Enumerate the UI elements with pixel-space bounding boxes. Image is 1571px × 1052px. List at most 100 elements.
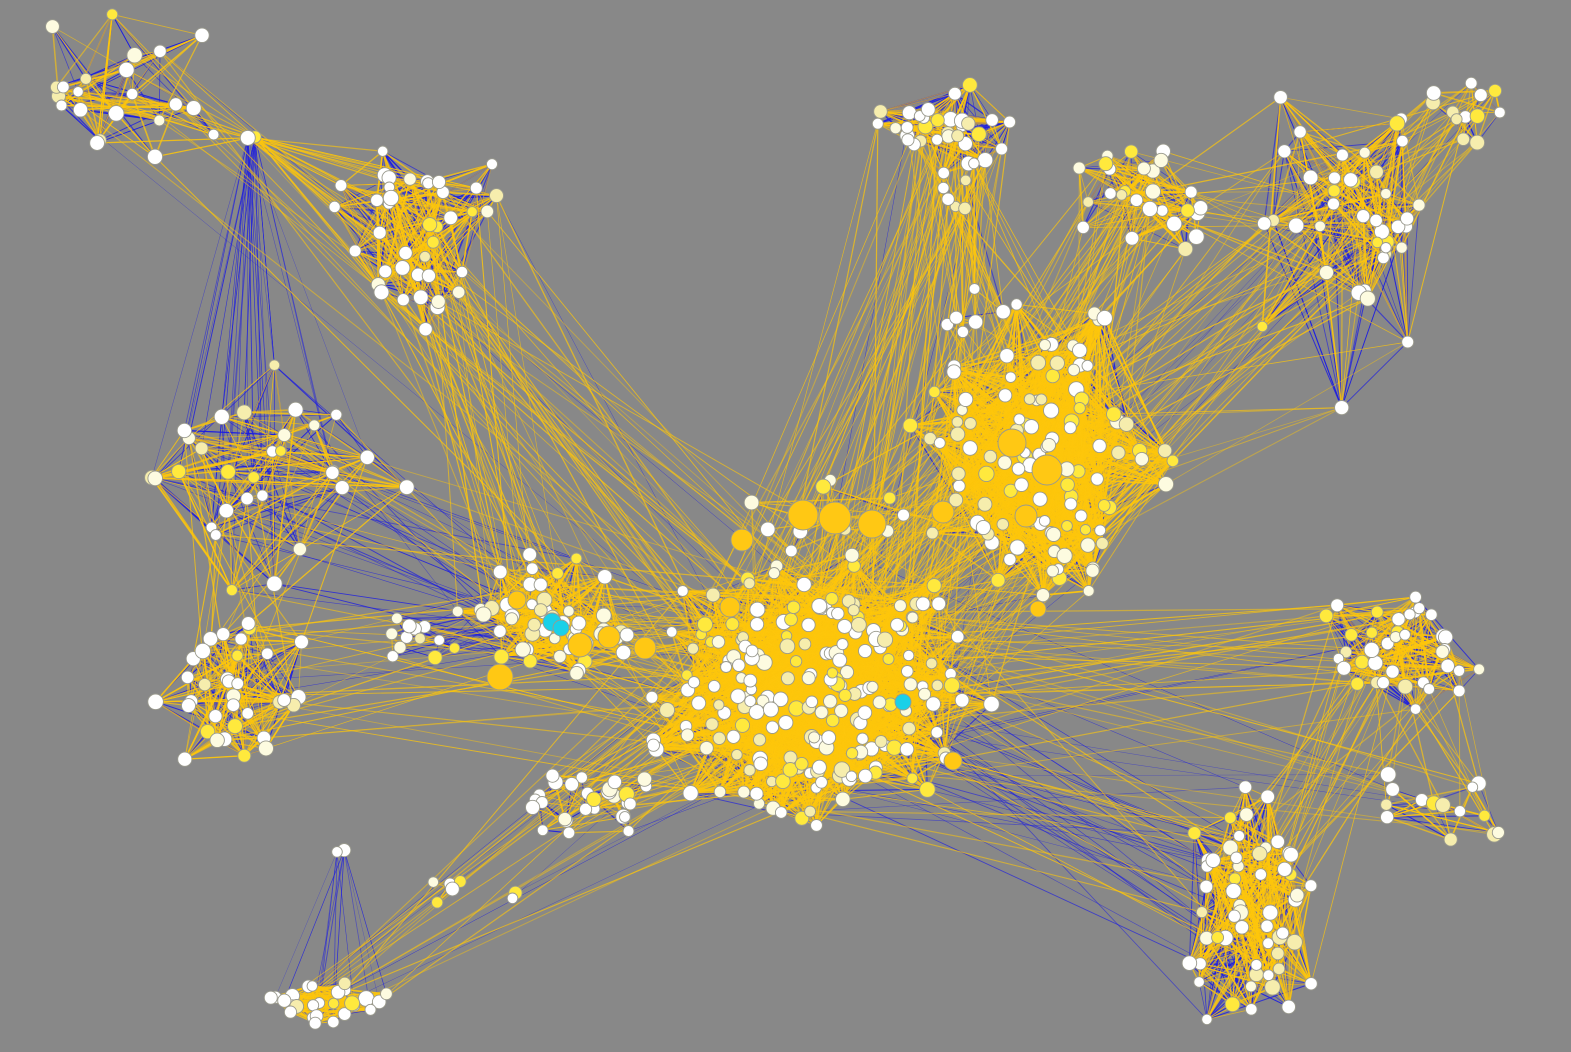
graph-node[interactable]: [258, 740, 274, 757]
graph-node[interactable]: [575, 771, 588, 784]
graph-node[interactable]: [177, 751, 193, 767]
graph-node[interactable]: [705, 587, 721, 603]
graph-node[interactable]: [705, 717, 719, 731]
graph-node[interactable]: [377, 145, 389, 157]
graph-node[interactable]: [1281, 999, 1296, 1015]
graph-node-gold-large[interactable]: [787, 499, 819, 531]
graph-node[interactable]: [1063, 421, 1077, 435]
graph-node[interactable]: [713, 699, 725, 711]
graph-node[interactable]: [1396, 134, 1409, 148]
graph-node[interactable]: [492, 564, 508, 580]
graph-node[interactable]: [826, 667, 839, 679]
graph-node[interactable]: [1193, 976, 1205, 988]
graph-node[interactable]: [266, 575, 283, 592]
graph-node[interactable]: [903, 677, 918, 692]
graph-node-gold-large[interactable]: [943, 751, 963, 771]
graph-node[interactable]: [1141, 200, 1158, 217]
graph-node[interactable]: [962, 77, 978, 93]
graph-node[interactable]: [801, 671, 816, 686]
graph-node[interactable]: [1344, 628, 1359, 642]
graph-node[interactable]: [1453, 664, 1466, 677]
graph-node[interactable]: [743, 764, 756, 777]
graph-node[interactable]: [1473, 88, 1488, 103]
graph-node-gold-large[interactable]: [997, 428, 1027, 458]
graph-node[interactable]: [185, 100, 202, 117]
graph-node[interactable]: [1395, 241, 1408, 254]
graph-node[interactable]: [118, 61, 135, 79]
graph-node[interactable]: [146, 148, 164, 165]
graph-node[interactable]: [933, 436, 946, 449]
graph-node[interactable]: [772, 691, 789, 708]
graph-node[interactable]: [1359, 290, 1376, 307]
graph-node[interactable]: [985, 113, 999, 127]
graph-node[interactable]: [1081, 359, 1094, 372]
graph-node[interactable]: [808, 731, 821, 744]
graph-node[interactable]: [412, 289, 429, 306]
graph-node[interactable]: [1260, 789, 1276, 805]
graph-node[interactable]: [334, 179, 348, 192]
graph-node[interactable]: [949, 310, 964, 325]
graph-node[interactable]: [762, 701, 779, 718]
graph-node[interactable]: [373, 284, 390, 301]
graph-node[interactable]: [951, 129, 965, 143]
graph-node[interactable]: [1238, 780, 1253, 795]
graph-node[interactable]: [1435, 797, 1451, 813]
graph-node[interactable]: [426, 235, 440, 249]
graph-node[interactable]: [1385, 664, 1400, 679]
graph-node[interactable]: [1076, 220, 1090, 235]
graph-node[interactable]: [1096, 309, 1113, 327]
graph-node[interactable]: [1184, 185, 1198, 199]
graph-node[interactable]: [615, 644, 632, 661]
graph-node[interactable]: [835, 791, 851, 808]
graph-node[interactable]: [506, 892, 519, 905]
graph-node[interactable]: [234, 632, 248, 646]
graph-node[interactable]: [1493, 106, 1506, 119]
graph-node[interactable]: [1046, 564, 1059, 578]
graph-node[interactable]: [1409, 590, 1422, 604]
graph-node-gold-large[interactable]: [597, 625, 621, 649]
graph-node[interactable]: [983, 449, 998, 464]
graph-node[interactable]: [422, 217, 438, 233]
graph-node[interactable]: [1233, 829, 1246, 842]
graph-node[interactable]: [1115, 189, 1128, 201]
graph-node[interactable]: [1211, 931, 1225, 944]
graph-node[interactable]: [1187, 826, 1202, 841]
graph-node[interactable]: [1262, 904, 1279, 921]
graph-node[interactable]: [1023, 419, 1040, 435]
graph-node[interactable]: [466, 206, 478, 218]
graph-node[interactable]: [1399, 628, 1411, 641]
graph-node[interactable]: [851, 616, 867, 633]
graph-node[interactable]: [794, 756, 809, 771]
graph-node[interactable]: [553, 649, 567, 664]
graph-node[interactable]: [890, 617, 905, 632]
graph-node-gold-large[interactable]: [818, 501, 852, 535]
graph-node[interactable]: [1090, 472, 1104, 486]
graph-node[interactable]: [1453, 805, 1467, 818]
graph-node[interactable]: [570, 552, 583, 565]
graph-node-gold-large[interactable]: [719, 596, 741, 618]
graph-node[interactable]: [533, 577, 548, 592]
graph-node[interactable]: [839, 665, 855, 680]
graph-node[interactable]: [1045, 368, 1060, 384]
graph-node[interactable]: [294, 634, 309, 650]
graph-node[interactable]: [866, 680, 879, 693]
graph-node[interactable]: [56, 80, 70, 94]
graph-node[interactable]: [1262, 937, 1274, 950]
graph-node[interactable]: [330, 408, 343, 421]
graph-node[interactable]: [893, 599, 907, 613]
graph-node[interactable]: [287, 401, 304, 418]
graph-node[interactable]: [1095, 536, 1109, 550]
graph-node[interactable]: [711, 635, 726, 649]
graph-node[interactable]: [977, 152, 994, 169]
graph-node[interactable]: [431, 896, 444, 909]
graph-node[interactable]: [1289, 887, 1305, 903]
graph-node[interactable]: [902, 721, 916, 736]
graph-node[interactable]: [1314, 220, 1326, 233]
graph-node[interactable]: [1371, 236, 1384, 249]
graph-node[interactable]: [931, 679, 944, 692]
graph-node[interactable]: [1156, 204, 1169, 217]
graph-node[interactable]: [967, 314, 984, 330]
graph-node[interactable]: [1302, 169, 1319, 186]
graph-node[interactable]: [338, 976, 352, 991]
graph-node[interactable]: [1136, 161, 1151, 176]
